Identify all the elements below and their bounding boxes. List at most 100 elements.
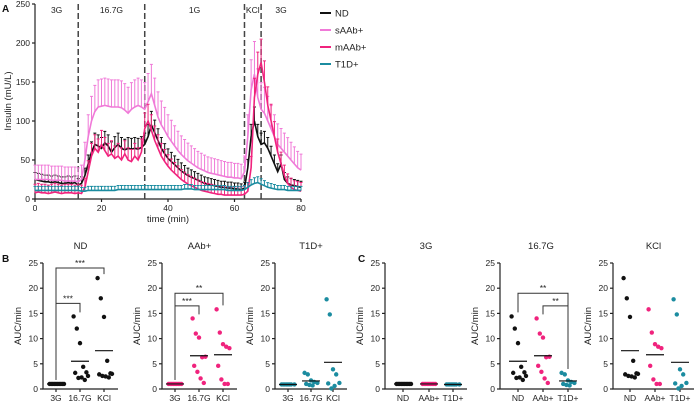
error-bar xyxy=(146,103,150,121)
error-bar xyxy=(166,114,170,137)
error-bar xyxy=(149,63,153,94)
x-tick-label: ND xyxy=(512,393,524,403)
x-tick-label: AAb+ xyxy=(418,393,439,403)
subplot-title: 16.7G xyxy=(528,241,554,252)
error-bar xyxy=(186,142,190,161)
y-tick-label: 10 xyxy=(371,334,381,344)
error-bar xyxy=(129,82,133,110)
data-point xyxy=(219,377,224,382)
error-bar xyxy=(259,38,263,63)
error-bar xyxy=(109,140,113,154)
phase-label: 3G xyxy=(51,5,62,15)
data-point xyxy=(519,364,524,370)
data-point xyxy=(79,375,84,380)
error-bar xyxy=(163,106,167,131)
error-bar xyxy=(119,80,123,108)
error-bar xyxy=(196,150,200,168)
error-bar xyxy=(213,158,217,175)
data-point xyxy=(85,373,91,379)
x-tick-label: 3G xyxy=(50,393,61,403)
data-point xyxy=(567,383,572,388)
data-point xyxy=(509,314,514,319)
axes xyxy=(42,263,118,390)
series-line xyxy=(34,62,302,196)
error-bar xyxy=(216,159,220,175)
data-point xyxy=(332,383,337,389)
data-point xyxy=(77,340,83,346)
error-bar xyxy=(139,79,143,107)
data-point xyxy=(71,314,76,319)
y-tick-label: 15 xyxy=(371,308,381,318)
error-bar xyxy=(266,137,270,149)
significance-label: *** xyxy=(182,296,193,306)
error-bar xyxy=(176,165,180,177)
data-point xyxy=(74,326,80,331)
y-tick-label: 5 xyxy=(33,359,38,369)
y-tick-label: 15 xyxy=(29,308,39,318)
data-point xyxy=(627,314,633,320)
error-bar xyxy=(179,135,183,155)
data-point xyxy=(84,370,89,375)
subplot-3g: 3G AUC/min 0 5 10 15 20 25 ND AAb+ T1D+ xyxy=(355,241,467,403)
data-point xyxy=(651,377,656,382)
error-bar xyxy=(286,137,290,157)
y-tick-label: 15 xyxy=(261,308,271,318)
x-tick-label: ND xyxy=(624,393,636,403)
x-tick-label: AAb+ xyxy=(532,393,553,403)
data-point xyxy=(522,370,527,375)
y-tick-label: 10 xyxy=(486,334,496,344)
y-tick-label: 20 xyxy=(486,283,496,293)
error-bar xyxy=(129,148,133,162)
significance-bracket xyxy=(174,305,200,380)
x-tick-label: ND xyxy=(397,393,409,403)
legend-entry: sAAb+ xyxy=(335,26,364,37)
x-tick-label: KCl xyxy=(216,393,230,403)
y-tick-label: 0 xyxy=(265,384,270,394)
y-tick-label: 5 xyxy=(375,359,380,369)
x-tick-label: 16.7G xyxy=(299,393,322,403)
axes xyxy=(384,263,467,390)
y-tick-label: 10 xyxy=(148,334,158,344)
axes xyxy=(274,263,347,390)
error-bar xyxy=(109,79,113,107)
error-bar xyxy=(113,79,117,107)
data-point xyxy=(545,380,550,386)
error-bar xyxy=(186,174,190,185)
data-point xyxy=(190,316,195,321)
significance-label: ** xyxy=(196,283,203,293)
error-bar xyxy=(219,160,223,176)
data-point xyxy=(109,371,115,377)
error-bar xyxy=(226,161,230,178)
x-tick-label: 80 xyxy=(296,203,306,213)
y-tick-label: 25 xyxy=(486,258,496,268)
error-bar xyxy=(159,142,163,157)
data-point xyxy=(193,331,198,336)
data-point xyxy=(674,312,679,317)
error-bar xyxy=(113,145,117,159)
error-bar xyxy=(166,154,170,167)
data-point xyxy=(326,381,331,386)
error-bar xyxy=(126,86,130,114)
panel-label-a: A xyxy=(2,4,9,15)
y-tick-label: 5 xyxy=(490,359,495,369)
data-point xyxy=(196,335,202,340)
error-bar xyxy=(100,129,103,145)
data-point xyxy=(652,341,658,347)
error-bar xyxy=(116,79,120,107)
data-point xyxy=(681,372,686,377)
subplot-167g: 16.7G AUC/min 0 5 10 15 20 25 ND AAb+ T1D+ ** ** xyxy=(470,241,582,403)
y-axis-label: AUC/min xyxy=(132,307,143,345)
phase-label: 16.7G xyxy=(100,5,123,15)
y-tick-label: 25 xyxy=(29,258,39,268)
data-point xyxy=(201,380,206,386)
y-tick-label: 10 xyxy=(29,334,39,344)
data-point xyxy=(624,296,629,301)
y-tick-label: 5 xyxy=(265,359,270,369)
error-bar xyxy=(43,164,47,180)
data-point xyxy=(225,381,230,387)
error-bar xyxy=(179,168,183,180)
error-bar xyxy=(229,161,233,178)
error-bar xyxy=(33,164,37,180)
data-point xyxy=(330,367,336,372)
